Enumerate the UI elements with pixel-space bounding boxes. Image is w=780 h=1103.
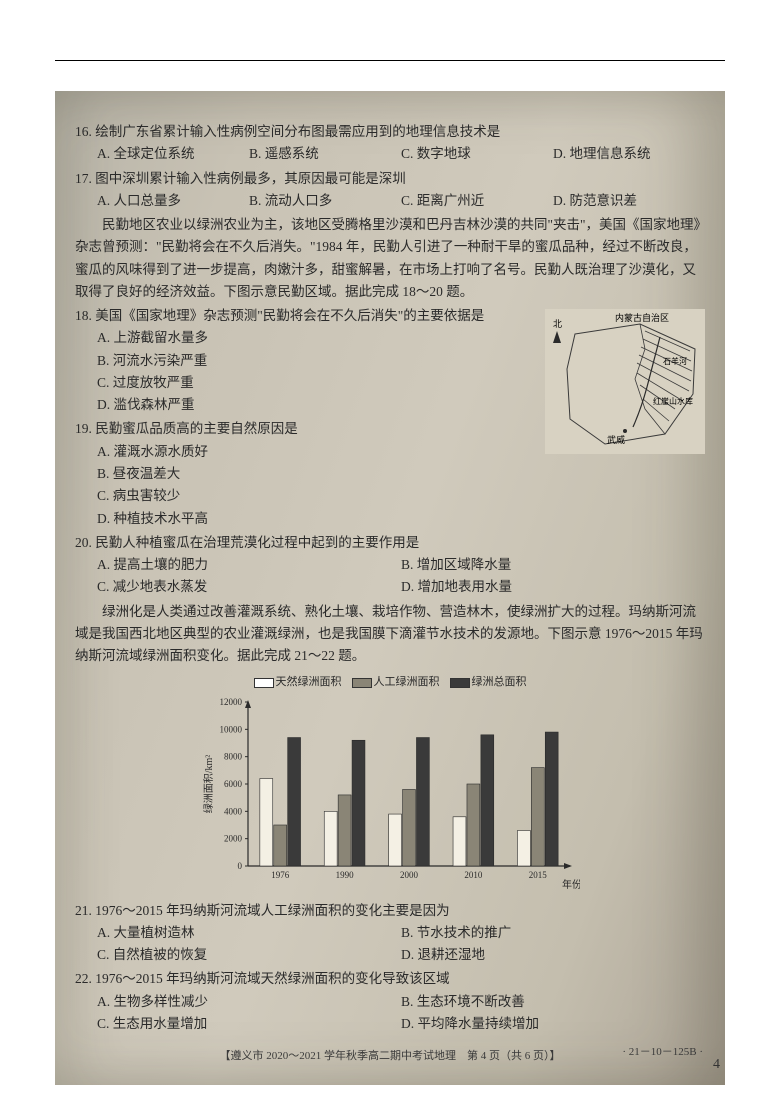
q22-stem: 22. 1976～2015 年玛纳斯河流域天然绿洲面积的变化导致该区域 (75, 968, 705, 990)
q22-opt-c: C. 生态用水量增加 (97, 1013, 401, 1035)
question-20: 20. 民勤人种植蜜瓜在治理荒漠化过程中起到的主要作用是 A. 提高土壤的肥力 … (75, 532, 705, 599)
map-svg: 北 内蒙古自治区 石羊河 红崖山水库 武威 (545, 309, 705, 454)
q18-options: A. 上游截留水量多 B. 河流水污染严重 C. 过度放牧严重 D. 滥伐森林严… (75, 327, 537, 416)
q16-opt-c: C. 数字地球 (401, 143, 553, 165)
chart-svg: 0 2000 4000 6000 8000 10000 12000 绿洲面积/km² 年份 197… (200, 694, 580, 894)
svg-text:1976: 1976 (271, 870, 290, 880)
q18-opt-d: D. 滥伐森林严重 (97, 394, 537, 416)
svg-text:年份: 年份 (562, 878, 580, 891)
map-label-city: 武威 (607, 434, 625, 445)
svg-text:0: 0 (238, 861, 243, 871)
legend-3-label: 绿洲总面积 (472, 676, 527, 688)
q19-opt-b: B. 昼夜温差大 (97, 463, 537, 485)
legend-3: 绿洲总面积 (450, 673, 527, 691)
q17-stem: 17. 图中深圳累计输入性病例最多，其原因最可能是深圳 (75, 168, 705, 190)
svg-text:2000: 2000 (400, 870, 419, 880)
q21-opt-c: C. 自然植被的恢复 (97, 944, 401, 966)
q16-options: A. 全球定位系统 B. 遥感系统 C. 数字地球 D. 地理信息系统 (75, 143, 705, 165)
svg-text:8000: 8000 (224, 751, 243, 761)
q20-opt-c: C. 减少地表水蒸发 (97, 576, 401, 598)
map-inner-boundary (635, 324, 665, 434)
q19-opt-d: D. 种植技术水平高 (97, 508, 537, 530)
svg-text:2010: 2010 (464, 870, 483, 880)
q21-opt-a: A. 大量植树造林 (97, 922, 401, 944)
svg-text:12000: 12000 (220, 697, 243, 707)
map-label-region: 内蒙古自治区 (615, 312, 669, 323)
svg-text:2015: 2015 (529, 870, 548, 880)
svg-text:2000: 2000 (224, 833, 243, 843)
svg-text:绿洲面积/km²: 绿洲面积/km² (202, 754, 215, 813)
q17-opt-b: B. 流动人口多 (249, 190, 401, 212)
q21-opt-d: D. 退耕还湿地 (401, 944, 705, 966)
footer: 【遵义市 2020～2021 学年秋季高二期中考试地理 第 4 页（共 6 页）… (75, 1047, 705, 1065)
svg-text:10000: 10000 (220, 724, 243, 734)
q22-opt-b: B. 生态环境不断改善 (401, 991, 705, 1013)
q18-opt-b: B. 河流水污染严重 (97, 350, 537, 372)
q20-options: A. 提高土壤的肥力 B. 增加区域降水量 C. 减少地表水蒸发 D. 增加地表… (75, 554, 705, 599)
footer-text: 【遵义市 2020～2021 学年秋季高二期中考试地理 第 4 页（共 6 页）… (220, 1050, 561, 1062)
map-label-river: 石羊河 (663, 356, 687, 366)
q16-opt-a: A. 全球定位系统 (97, 143, 249, 165)
north-arrow-icon (553, 331, 561, 343)
q20-stem: 20. 民勤人种植蜜瓜在治理荒漠化过程中起到的主要作用是 (75, 532, 705, 554)
passage-2: 绿洲化是人类通过改善灌溉系统、熟化土壤、栽培作物、营造林木，使绿洲扩大的过程。玛… (75, 601, 705, 668)
footer-code: · 21－10－125B · (622, 1043, 703, 1061)
q22-opt-a: A. 生物多样性减少 (97, 991, 401, 1013)
oasis-chart: 天然绿洲面积 人工绿洲面积 绿洲总面积 0 2000 4000 6000 8000 100… (75, 673, 705, 893)
legend-1: 天然绿洲面积 (254, 673, 342, 691)
q19-opt-a: A. 灌溉水源水质好 (97, 441, 537, 463)
q19-options: A. 灌溉水源水质好 B. 昼夜温差大 C. 病虫害较少 D. 种植技术水平高 (75, 441, 537, 530)
chart-legend: 天然绿洲面积 人工绿洲面积 绿洲总面积 (75, 673, 705, 691)
passage-1: 民勤地区农业以绿洲农业为主，该地区受腾格里沙漠和巴丹吉林沙漠的共同"夹击"，美国… (75, 214, 705, 303)
page: 16. 绘制广东省累计输入性病例空间分布图最需应用到的地理信息技术是 A. 全球… (0, 0, 780, 1103)
q22-options: A. 生物多样性减少 B. 生态环境不断改善 C. 生态用水量增加 D. 平均降… (75, 991, 705, 1036)
q18-opt-c: C. 过度放牧严重 (97, 372, 537, 394)
q19-opt-c: C. 病虫害较少 (97, 485, 537, 507)
page-number: 4 (713, 1057, 720, 1073)
city-dot-icon (623, 429, 627, 433)
q20-opt-d: D. 增加地表用水量 (401, 576, 705, 598)
scanned-content: 16. 绘制广东省累计输入性病例空间分布图最需应用到的地理信息技术是 A. 全球… (55, 91, 725, 1085)
legend-1-label: 天然绿洲面积 (276, 676, 342, 688)
q16-opt-b: B. 遥感系统 (249, 143, 401, 165)
q16-stem: 16. 绘制广东省累计输入性病例空间分布图最需应用到的地理信息技术是 (75, 121, 705, 143)
q20-opt-a: A. 提高土壤的肥力 (97, 554, 401, 576)
q17-opt-d: D. 防范意识差 (553, 190, 705, 212)
svg-text:1990: 1990 (336, 870, 355, 880)
legend-2: 人工绿洲面积 (352, 673, 440, 691)
legend-2-label: 人工绿洲面积 (374, 676, 440, 688)
q21-options: A. 大量植树造林 B. 节水技术的推广 C. 自然植被的恢复 D. 退耕还湿地 (75, 922, 705, 967)
q21-opt-b: B. 节水技术的推广 (401, 922, 705, 944)
map-label-reservoir: 红崖山水库 (653, 396, 693, 406)
q16-opt-d: D. 地理信息系统 (553, 143, 705, 165)
svg-text:6000: 6000 (224, 779, 243, 789)
svg-text:4000: 4000 (224, 806, 243, 816)
north-label: 北 (553, 319, 562, 329)
question-16: 16. 绘制广东省累计输入性病例空间分布图最需应用到的地理信息技术是 A. 全球… (75, 121, 705, 166)
q17-opt-c: C. 距离广州近 (401, 190, 553, 212)
q21-stem: 21. 1976～2015 年玛纳斯河流域人工绿洲面积的变化主要是因为 (75, 900, 705, 922)
q17-opt-a: A. 人口总量多 (97, 190, 249, 212)
q17-options: A. 人口总量多 B. 流动人口多 C. 距离广州近 D. 防范意识差 (75, 190, 705, 212)
question-22: 22. 1976～2015 年玛纳斯河流域天然绿洲面积的变化导致该区域 A. 生… (75, 968, 705, 1035)
question-21: 21. 1976～2015 年玛纳斯河流域人工绿洲面积的变化主要是因为 A. 大… (75, 900, 705, 967)
river-line (633, 337, 660, 427)
chart-canvas: 0 2000 4000 6000 8000 10000 12000 绿洲面积/km² 年份 197… (200, 694, 580, 894)
question-17: 17. 图中深圳累计输入性病例最多，其原因最可能是深圳 A. 人口总量多 B. … (75, 168, 705, 213)
top-rule (55, 60, 725, 61)
q20-opt-b: B. 增加区域降水量 (401, 554, 705, 576)
minqin-map: 北 内蒙古自治区 石羊河 红崖山水库 武威 (545, 309, 705, 454)
q18-opt-a: A. 上游截留水量多 (97, 327, 537, 349)
q22-opt-d: D. 平均降水量持续增加 (401, 1013, 705, 1035)
